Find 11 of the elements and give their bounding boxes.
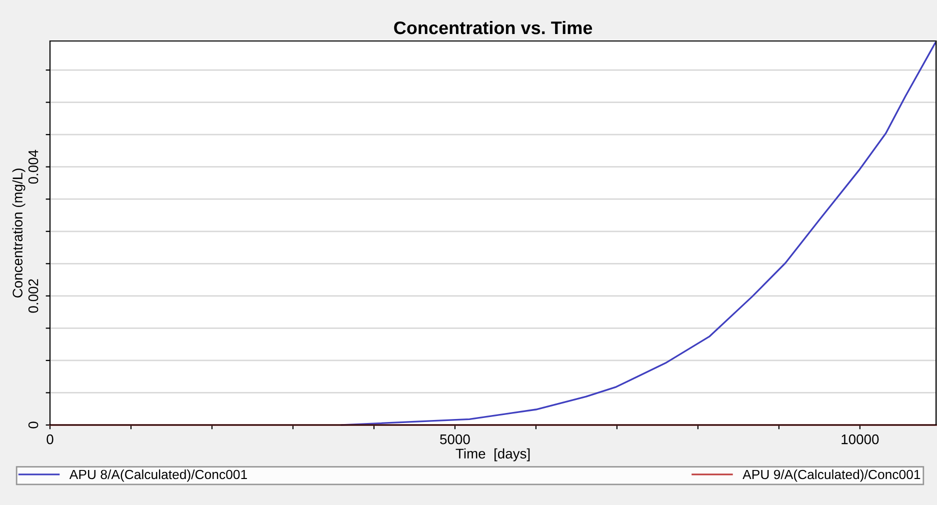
x-tick-label: 5000: [440, 434, 470, 444]
legend-label: APU 9/A(Calculated)/Conc001: [742, 469, 920, 482]
legend-label: APU 8/A(Calculated)/Conc001: [69, 469, 247, 482]
x-tick-label: 0: [46, 434, 54, 444]
x-tick-label: 10000: [842, 434, 879, 444]
y-tick-label: 0.002: [28, 279, 38, 313]
y-tick-label: 0: [28, 422, 38, 428]
x-axis-title: Time [days]: [456, 448, 530, 462]
y-tick-label: 0.004: [28, 150, 38, 184]
chart-title: Concentration vs. Time: [394, 20, 592, 34]
y-axis-title: Concentration (mg/L): [12, 168, 26, 298]
